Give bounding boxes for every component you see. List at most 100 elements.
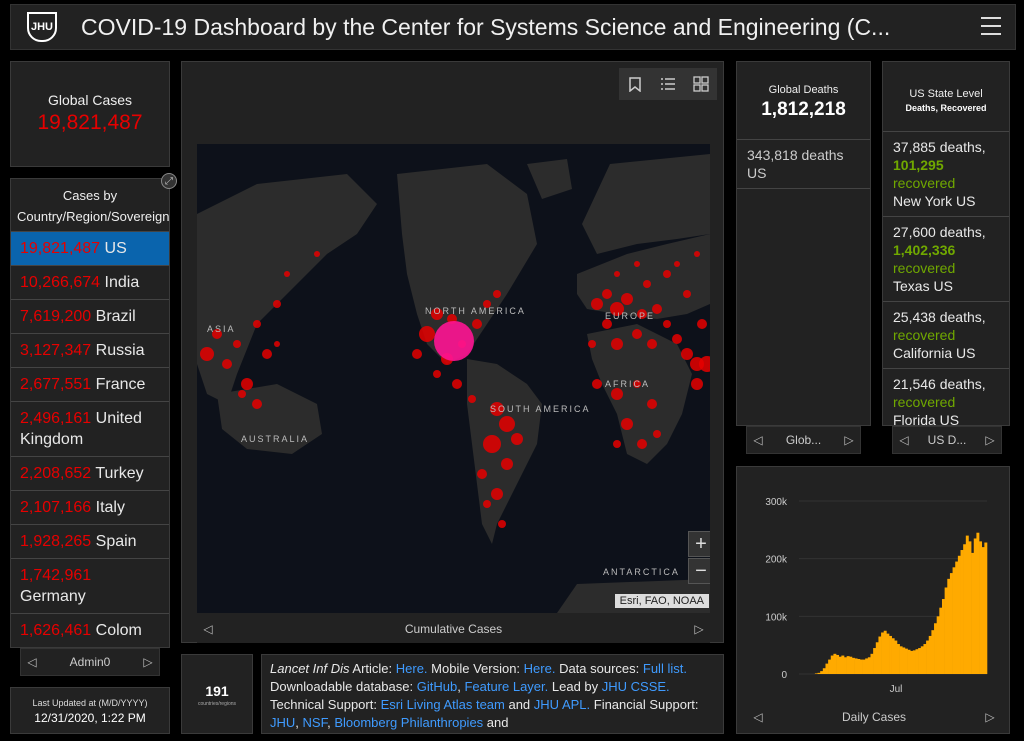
daily-cases-bar[interactable] (899, 646, 903, 674)
case-bubble[interactable] (602, 289, 612, 299)
case-bubble[interactable] (694, 251, 700, 257)
next-arrow-icon[interactable]: ▷ (985, 433, 995, 447)
case-bubble[interactable] (611, 338, 623, 350)
case-bubble[interactable] (273, 300, 281, 308)
daily-cases-bar[interactable] (865, 658, 869, 674)
case-bubble[interactable] (614, 271, 620, 277)
case-bubble[interactable] (212, 329, 222, 339)
daily-cases-bar[interactable] (923, 644, 927, 674)
case-bubble[interactable] (452, 379, 462, 389)
case-bubble[interactable] (681, 348, 693, 360)
daily-cases-bar[interactable] (894, 640, 898, 674)
case-bubble[interactable] (591, 298, 603, 310)
daily-cases-bar[interactable] (862, 659, 866, 674)
daily-cases-bar[interactable] (955, 561, 959, 674)
hamburger-menu-icon[interactable] (981, 17, 1001, 35)
case-bubble[interactable] (483, 500, 491, 508)
prev-arrow-icon[interactable]: ◁ (753, 433, 763, 447)
case-bubble[interactable] (483, 300, 491, 308)
legend-list-icon[interactable] (658, 74, 678, 94)
daily-cases-bar[interactable] (846, 656, 850, 674)
next-arrow-icon[interactable]: ▷ (844, 433, 854, 447)
daily-cases-bar[interactable] (833, 653, 837, 674)
jhu-apl-link[interactable]: JHU APL. (533, 697, 591, 712)
daily-cases-bar[interactable] (896, 644, 900, 674)
case-bubble[interactable] (493, 290, 501, 298)
daily-cases-bar[interactable] (870, 653, 874, 674)
daily-cases-bar[interactable] (952, 567, 956, 674)
case-bubble[interactable] (262, 349, 272, 359)
prev-arrow-icon[interactable]: ◁ (753, 710, 763, 724)
daily-cases-bar[interactable] (939, 607, 943, 674)
daily-cases-bar[interactable] (910, 650, 914, 674)
daily-cases-bar[interactable] (915, 649, 919, 674)
daily-cases-bar[interactable] (984, 542, 988, 674)
case-bubble[interactable] (501, 458, 513, 470)
case-bubble[interactable] (233, 340, 241, 348)
country-row[interactable]: 2,208,652 Turkey (11, 456, 169, 490)
us-state-item[interactable]: 25,438 deaths, recovered California US (883, 301, 1009, 368)
us-state-item[interactable]: 27,600 deaths, 1,402,336 recovered Texas … (883, 216, 1009, 301)
case-bubble[interactable] (691, 378, 703, 390)
daily-cases-bar[interactable] (883, 630, 887, 674)
daily-cases-bar[interactable] (830, 655, 834, 674)
daily-cases-bar[interactable] (981, 547, 985, 674)
case-bubble[interactable] (683, 290, 691, 298)
case-bubble[interactable] (674, 261, 680, 267)
esri-link[interactable]: Esri Living Atlas team (380, 697, 505, 712)
daily-cases-bar[interactable] (960, 550, 964, 674)
daily-cases-bar[interactable] (957, 555, 961, 674)
country-row[interactable]: 19,821,487 US (11, 231, 169, 265)
daily-cases-bar[interactable] (976, 532, 980, 674)
deaths-list-item[interactable]: 343,818 deaths US (737, 139, 870, 189)
daily-cases-bar[interactable] (817, 672, 821, 674)
country-row[interactable]: 7,619,200 Brazil (11, 299, 169, 333)
case-bubble[interactable] (498, 520, 506, 528)
daily-cases-bar[interactable] (973, 538, 977, 674)
case-bubble[interactable] (592, 379, 602, 389)
case-bubble[interactable] (483, 435, 501, 453)
case-bubble[interactable] (647, 399, 657, 409)
world-map[interactable]: NORTH AMERICA SOUTH AMERICA EUROPE AFRIC… (197, 144, 710, 613)
case-bubble[interactable] (621, 418, 633, 430)
article-link[interactable]: Here. (395, 661, 428, 676)
daily-cases-bar[interactable] (904, 648, 908, 674)
daily-cases-bar[interactable] (934, 623, 937, 674)
daily-cases-bar[interactable] (851, 657, 855, 674)
case-bubble[interactable] (284, 271, 290, 277)
daily-cases-bar[interactable] (814, 673, 818, 674)
case-bubble[interactable] (663, 270, 671, 278)
case-bubble[interactable] (472, 319, 482, 329)
mobile-link[interactable]: Here. (523, 661, 556, 676)
case-bubble[interactable] (632, 329, 642, 339)
daily-cases-bar[interactable] (820, 671, 824, 674)
country-row[interactable]: 3,127,347 Russia (11, 333, 169, 367)
country-row[interactable]: 1,626,461 Colom (11, 613, 169, 647)
daily-cases-bar[interactable] (918, 648, 922, 674)
nsf-link[interactable]: NSF (302, 715, 328, 730)
daily-cases-bar[interactable] (979, 541, 983, 674)
daily-cases-bar[interactable] (825, 663, 829, 674)
country-row[interactable]: 1,928,265 Spain (11, 524, 169, 558)
daily-cases-bar[interactable] (907, 649, 911, 674)
map-attribution[interactable]: Esri, FAO, NOAA (614, 594, 709, 608)
next-arrow-icon[interactable]: ▷ (985, 710, 995, 724)
case-bubble[interactable] (222, 359, 232, 369)
next-arrow-icon[interactable]: ▷ (143, 655, 153, 669)
case-bubble[interactable] (274, 341, 280, 347)
country-row[interactable]: 1,742,961 Germany (11, 558, 169, 613)
zoom-in-button[interactable]: + (688, 531, 710, 557)
daily-cases-bar[interactable] (944, 587, 948, 675)
case-bubble[interactable] (637, 309, 647, 319)
daily-cases-bar[interactable] (968, 541, 972, 674)
daily-cases-bar[interactable] (931, 630, 935, 674)
case-bubble[interactable] (699, 356, 710, 372)
daily-cases-bar[interactable] (912, 650, 916, 674)
expand-icon[interactable]: ⤢ (161, 173, 177, 189)
daily-cases-bar[interactable] (926, 640, 930, 674)
daily-cases-bar[interactable] (875, 642, 879, 674)
case-bubble[interactable] (647, 339, 657, 349)
country-row[interactable]: 2,107,166 Italy (11, 490, 169, 524)
case-bubble[interactable] (610, 302, 624, 316)
us-highlight-bubble[interactable] (434, 321, 474, 361)
